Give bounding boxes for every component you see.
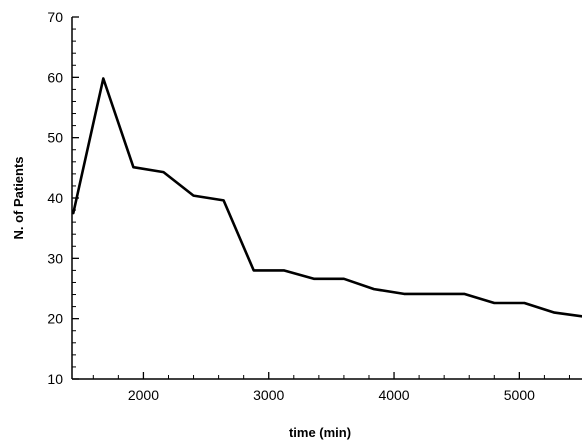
y-tick-label: 60: [47, 69, 63, 85]
series-layer: [72, 77, 582, 318]
x-axis-title: time (min): [289, 425, 351, 440]
y-axis-title: N. of Patients: [11, 156, 26, 239]
y-axis-ticks: 10 20 30 40 50 60 70: [47, 9, 79, 387]
x-tick-label: 2000: [128, 387, 159, 403]
x-axis-ticks: 2000 3000 4000 5000: [92, 372, 570, 403]
y-tick-label: 40: [47, 190, 63, 206]
x-tick-label: 3000: [253, 387, 284, 403]
y-tick-label: 20: [47, 311, 63, 327]
y-tick-label: 10: [47, 371, 63, 387]
x-tick-label: 5000: [504, 387, 535, 403]
y-tick-label: 30: [47, 250, 63, 266]
y-tick-label: 70: [47, 9, 63, 25]
y-tick-label: 50: [47, 130, 63, 146]
series-line: [72, 77, 582, 318]
x-tick-label: 4000: [378, 387, 409, 403]
plot-axes: [71, 17, 582, 380]
